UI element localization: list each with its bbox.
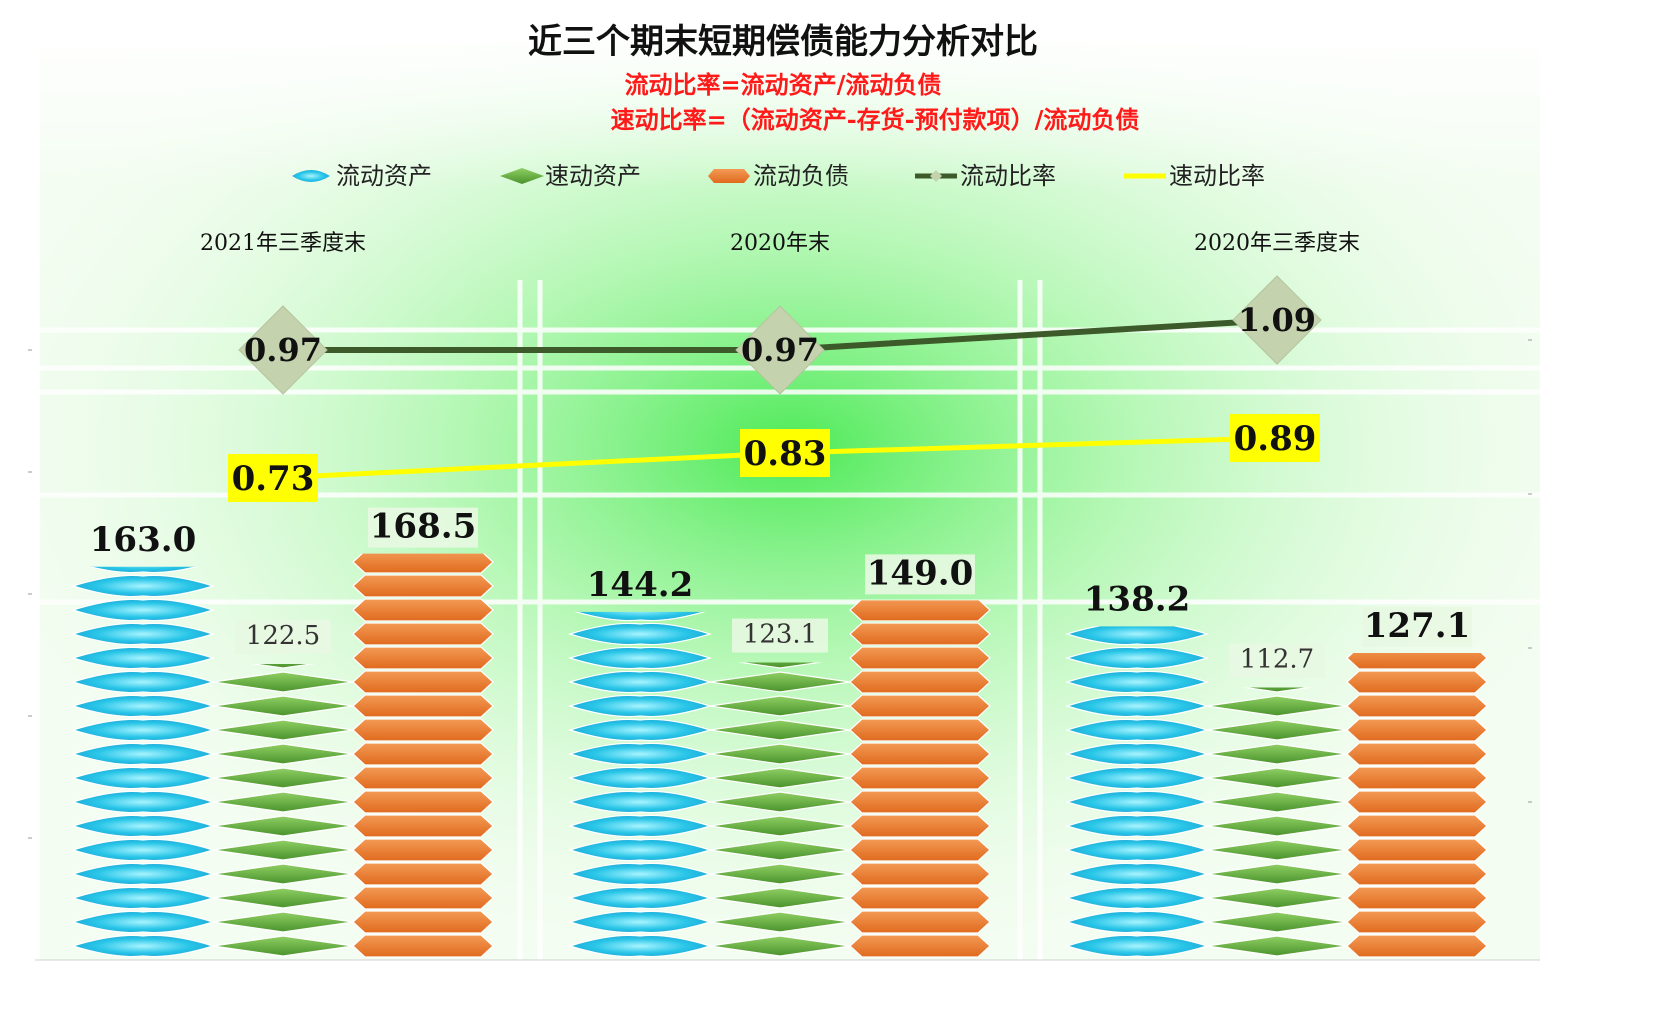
data-label: 144.2 [587, 565, 693, 605]
bar-layer: 163.0 122.5 168.5 144.2 123.1 149.0 138.2 112.7… [71, 507, 1488, 958]
current-ratio-marker [1232, 275, 1322, 365]
data-label: 127.1 [1364, 606, 1470, 646]
bar-current-assets: 144.2 [568, 565, 712, 958]
bar-quick-assets: 122.5 [212, 620, 354, 957]
legend-diamond-icon [500, 168, 544, 184]
category-label: 2020年三季度末 [1194, 231, 1360, 256]
bar-current-assets: 163.0 [71, 520, 215, 958]
data-label: 163.0 [90, 520, 196, 560]
quick-ratio-marker [1230, 414, 1320, 462]
quick-ratio-label: 0.73 [232, 459, 315, 499]
current-ratio-marker [735, 305, 825, 395]
data-label-background [1229, 643, 1325, 678]
current-ratio-label: 0.97 [741, 331, 819, 369]
legend-item-current-ratio: 流动比率 [915, 162, 1056, 190]
quick-ratio-label: 0.89 [1234, 419, 1317, 459]
data-label: 122.5 [246, 621, 320, 651]
category-label: 2021年三季度末 [200, 231, 366, 256]
current-ratio-label: 0.97 [244, 331, 322, 369]
formula-quick-ratio: 速动比率=（流动资产-存货-预付款项）/流动负债 [611, 105, 1140, 134]
bar-current-liabilities: 127.1 [1346, 606, 1488, 958]
legend: 流动资产 速动资产 流动负债 流动比率 速动比率 [292, 162, 1265, 190]
legend-label-current-liabilities: 流动负债 [753, 162, 849, 190]
data-label-background [732, 618, 828, 653]
data-label-background [368, 507, 478, 548]
category-labels: 2021年三季度末 2020年末 2020年三季度末 [200, 231, 1360, 256]
data-label: 138.2 [1084, 579, 1190, 619]
legend-label-quick-assets: 速动资产 [545, 162, 641, 190]
data-label-background [235, 620, 331, 654]
legend-diamond-marker-icon [930, 170, 942, 182]
data-label: 168.5 [370, 507, 476, 547]
bar-current-liabilities: 149.0 [849, 553, 991, 958]
legend-hexagon-icon [708, 169, 750, 183]
ratio-line-layer: 0.97 0.97 1.09 0.73 0.83 0.89 [228, 275, 1322, 502]
current-ratio-marker [238, 305, 328, 395]
category-label: 2020年末 [730, 231, 830, 256]
data-label: 112.7 [1240, 645, 1314, 675]
legend-item-quick-assets: 速动资产 [500, 162, 641, 190]
quick-ratio-label: 0.83 [744, 434, 827, 474]
legend-label-quick-ratio: 速动比率 [1169, 162, 1265, 190]
legend-label-current-assets: 流动资产 [336, 162, 432, 190]
data-label: 149.0 [867, 553, 973, 593]
quick-ratio-marker [740, 429, 830, 477]
bar-current-assets: 138.2 [1065, 579, 1209, 958]
legend-item-quick-ratio: 速动比率 [1124, 162, 1265, 190]
data-label-background [1362, 606, 1472, 647]
formula-current-ratio: 流动比率=流动资产/流动负债 [625, 70, 942, 99]
legend-lens-icon [292, 170, 330, 182]
current-ratio-label: 1.09 [1238, 301, 1316, 339]
quick-ratio-marker [228, 454, 318, 502]
bar-current-liabilities: 168.5 [352, 507, 494, 958]
bar-quick-assets: 112.7 [1206, 643, 1348, 957]
chart-title: 近三个期末短期偿债能力分析对比 [528, 22, 1038, 62]
legend-item-current-liabilities: 流动负债 [708, 162, 849, 190]
legend-label-current-ratio: 流动比率 [960, 162, 1056, 190]
legend-item-current-assets: 流动资产 [292, 162, 432, 190]
data-label-background [865, 554, 975, 595]
data-label: 123.1 [743, 620, 817, 650]
